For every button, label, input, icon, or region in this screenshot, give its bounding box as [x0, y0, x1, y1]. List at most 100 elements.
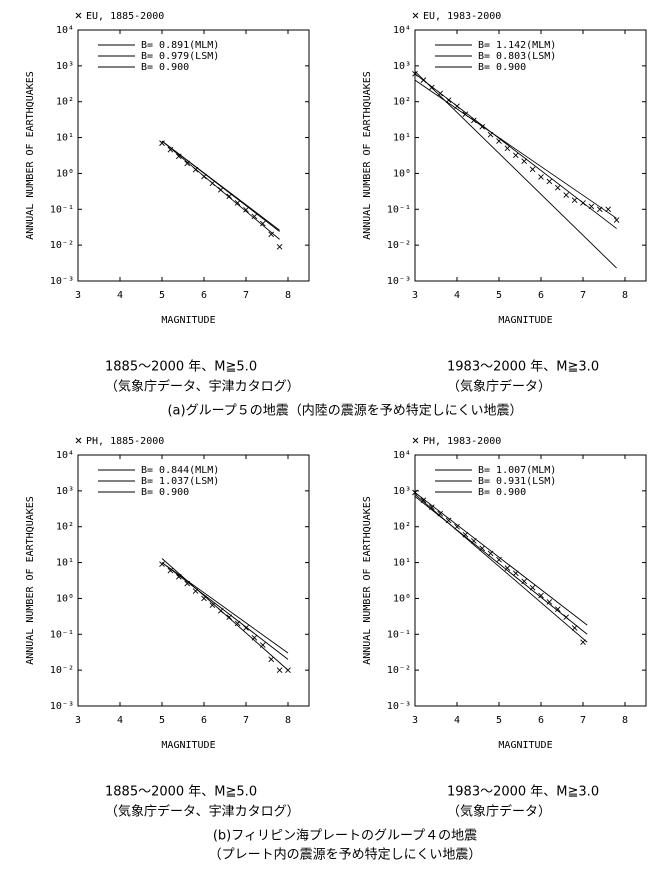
- y-tick-label: 10²: [393, 97, 411, 108]
- data-point: [538, 592, 544, 599]
- y-tick-label: 10⁴: [393, 25, 411, 36]
- legend-label: B= 0.900: [478, 487, 526, 498]
- legend-label: B= 0.803(LSM): [478, 51, 556, 62]
- x-tick-label: 4: [117, 715, 123, 726]
- x-axis-label: MAGNITUDE: [498, 740, 552, 751]
- data-point: [538, 174, 544, 180]
- data-point: [571, 197, 578, 203]
- y-tick-label: 10¹: [393, 558, 411, 569]
- data-point: [504, 145, 511, 152]
- x-tick-label: 6: [201, 290, 207, 301]
- fit-line: [161, 562, 289, 654]
- y-tick-label: 10⁻¹: [387, 629, 411, 640]
- data-point: [521, 578, 528, 585]
- plot-frame: [77, 29, 310, 282]
- y-tick-label: 10⁰: [56, 168, 74, 179]
- y-tick-label: 10⁻²: [387, 240, 411, 251]
- y-axis-label: ANNUAL NUMBER OF EARTHQUAKES: [362, 496, 373, 665]
- legend-label: B= 0.979(LSM): [141, 51, 219, 62]
- fit-line: [161, 558, 289, 671]
- y-tick-label: 10³: [393, 486, 411, 497]
- y-tick-label: 10⁻³: [387, 276, 411, 287]
- y-tick-label: 10¹: [56, 133, 74, 144]
- x-tick-label: 7: [580, 715, 586, 726]
- data-point: [159, 561, 165, 568]
- x-tick-label: 5: [496, 715, 502, 726]
- y-tick-label: 10³: [393, 61, 411, 72]
- y-tick-label: 10⁻²: [50, 665, 74, 676]
- series-label: PH, 1983-2000: [423, 436, 501, 447]
- x-tick-label: 5: [496, 290, 502, 301]
- data-point: [268, 231, 275, 238]
- y-tick-label: 10⁻³: [50, 276, 74, 287]
- x-tick-label: 5: [159, 715, 165, 726]
- x-tick-label: 4: [117, 290, 123, 301]
- legend-label: B= 0.900: [478, 62, 526, 73]
- data-point: [546, 178, 553, 185]
- legend-label: B= 1.007(MLM): [478, 465, 556, 476]
- data-point: [167, 146, 174, 153]
- data-point: [554, 606, 561, 613]
- data-point: [234, 200, 241, 206]
- data-point: [268, 656, 275, 663]
- panel-title: （プレート内の震源を予め特定しにくい地震）: [209, 847, 482, 863]
- data-point: [563, 192, 570, 198]
- caption: （気象庁データ）: [447, 804, 551, 820]
- fit-line: [161, 140, 280, 240]
- legend-marker: [412, 12, 419, 19]
- x-tick-label: 8: [622, 290, 628, 301]
- legend-label: B= 0.891(MLM): [141, 40, 219, 51]
- data-point: [276, 243, 283, 250]
- data-point: [613, 217, 620, 223]
- series-label: PH, 1885-2000: [86, 436, 164, 447]
- x-tick-label: 7: [243, 290, 249, 301]
- y-tick-label: 10⁰: [393, 168, 411, 179]
- data-point: [259, 220, 266, 227]
- y-tick-label: 10²: [56, 97, 74, 108]
- legend-marker: [412, 437, 419, 444]
- y-tick-label: 10⁴: [56, 25, 74, 36]
- y-tick-label: 10³: [56, 61, 74, 72]
- y-tick-label: 10⁰: [393, 593, 411, 604]
- y-tick-label: 10⁴: [393, 450, 411, 461]
- y-tick-label: 10⁻¹: [50, 204, 74, 215]
- legend-marker: [75, 12, 82, 19]
- x-tick-label: 8: [285, 715, 291, 726]
- y-axis-label: ANNUAL NUMBER OF EARTHQUAKES: [25, 71, 36, 240]
- data-point: [521, 158, 528, 164]
- y-tick-label: 10⁻³: [50, 701, 74, 712]
- y-tick-label: 10³: [56, 486, 74, 497]
- fit-line: [414, 492, 588, 626]
- x-axis-label: MAGNITUDE: [161, 315, 215, 326]
- legend-marker: [75, 437, 82, 444]
- caption: 1885～2000 年、M≧5.0: [105, 785, 257, 800]
- caption: （気象庁データ、宇津カタログ）: [105, 804, 300, 820]
- y-tick-label: 10⁻²: [387, 665, 411, 676]
- fit-line: [161, 140, 280, 232]
- x-axis-label: MAGNITUDE: [161, 740, 215, 751]
- data-point: [226, 193, 233, 200]
- x-tick-label: 3: [75, 715, 81, 726]
- y-tick-label: 10¹: [56, 558, 74, 569]
- x-tick-label: 4: [454, 715, 460, 726]
- x-tick-label: 5: [159, 290, 165, 301]
- x-tick-label: 7: [580, 290, 586, 301]
- x-tick-label: 6: [538, 290, 544, 301]
- legend-label: B= 1.142(MLM): [478, 40, 556, 51]
- x-axis-label: MAGNITUDE: [498, 315, 552, 326]
- y-tick-label: 10⁴: [56, 450, 74, 461]
- legend-label: B= 0.900: [141, 62, 189, 73]
- y-tick-label: 10⁻¹: [50, 629, 74, 640]
- fit-line: [414, 79, 617, 219]
- fit-line: [161, 562, 289, 660]
- x-tick-label: 6: [538, 715, 544, 726]
- plot-frame: [414, 29, 647, 282]
- data-point: [209, 602, 216, 608]
- x-tick-label: 7: [243, 715, 249, 726]
- x-tick-label: 3: [412, 715, 418, 726]
- data-point: [251, 634, 258, 641]
- plot-frame: [414, 454, 647, 707]
- data-point: [276, 667, 283, 673]
